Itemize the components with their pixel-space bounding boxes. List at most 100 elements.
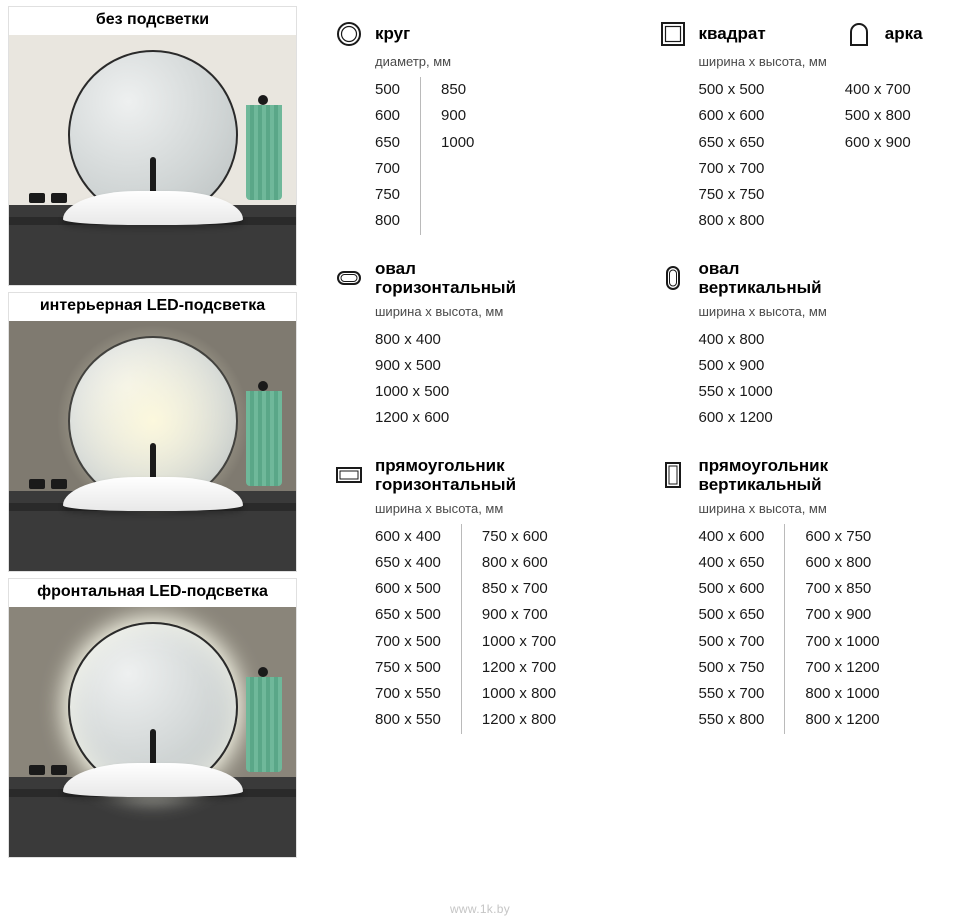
size-column: 8509001000: [420, 77, 494, 235]
specs-column: круг диаметр, мм 50060065070075080085090…: [305, 0, 960, 920]
size-column: 750 х 600800 х 600850 х 700900 х 7001000…: [461, 524, 576, 734]
size-value: 900 х 700: [482, 602, 556, 628]
section-title: круг: [375, 24, 410, 44]
section-rect-h: прямоугольник горизонтальный ширина х вы…: [335, 456, 619, 734]
section-title: прямоугольник горизонтальный: [375, 456, 516, 495]
size-value: 800 х 800: [699, 208, 765, 234]
size-value: 750: [375, 182, 400, 208]
size-value: 850: [441, 77, 474, 103]
size-value: 550 х 800: [699, 707, 765, 733]
size-value: 650: [375, 130, 400, 156]
size-value: 1200 х 800: [482, 707, 556, 733]
section-sub: ширина х высота, мм: [699, 54, 827, 69]
size-value: 500 х 800: [845, 103, 911, 129]
size-value: 700: [375, 156, 400, 182]
size-value: 600 х 900: [845, 130, 911, 156]
size-list: 400 х 700500 х 800600 х 900: [845, 77, 931, 156]
size-value: 500 х 500: [699, 77, 765, 103]
size-value: 700 х 500: [375, 629, 441, 655]
section-square: квадрат ширина х высота, мм 500 х 500600…: [659, 20, 827, 235]
gallery-title: интерьерная LED-подсветка: [9, 293, 296, 321]
circle-icon: [335, 20, 363, 48]
section-title: прямоугольник вертикальный: [699, 456, 829, 495]
rect-v-icon: [659, 461, 687, 489]
section-sub: ширина х высота, мм: [375, 501, 619, 516]
section-arch: арка 400 х 700500 х 800600 х 900: [845, 20, 931, 235]
size-value: 500 х 600: [699, 576, 765, 602]
size-value: 400 х 700: [845, 77, 911, 103]
size-value: 650 х 650: [699, 130, 765, 156]
size-column: 500 х 500600 х 600650 х 650700 х 700750 …: [699, 77, 785, 235]
gallery-title: фронтальная LED-подсветка: [9, 579, 296, 607]
size-value: 1200 х 700: [482, 655, 556, 681]
square-icon: [659, 20, 687, 48]
gallery-card: интерьерная LED-подсветка: [8, 292, 297, 572]
section-sub: [885, 54, 931, 69]
section-oval-v: овал вертикальный ширина х высота, мм 40…: [659, 259, 943, 432]
size-column: 400 х 600400 х 650500 х 600500 х 650500 …: [699, 524, 785, 734]
size-column: 400 х 700500 х 800600 х 900: [845, 77, 931, 156]
section-sub: ширина х высота, мм: [375, 304, 619, 319]
size-value: 400 х 800: [699, 327, 773, 353]
size-column: 400 х 800500 х 900550 х 1000600 х 1200: [699, 327, 793, 432]
section-rect-v: прямоугольник вертикальный ширина х высо…: [659, 456, 943, 734]
section-sub: диаметр, мм: [375, 54, 619, 69]
size-list: 600 х 400650 х 400600 х 500650 х 500700 …: [375, 524, 619, 734]
size-value: 1200 х 600: [375, 405, 449, 431]
size-value: 500 х 750: [699, 655, 765, 681]
size-value: 550 х 700: [699, 681, 765, 707]
size-value: 550 х 1000: [699, 379, 773, 405]
size-value: 1000: [441, 130, 474, 156]
section-title: квадрат: [699, 24, 766, 44]
size-value: 600 х 750: [805, 524, 879, 550]
gallery-card: фронтальная LED-подсветка: [8, 578, 297, 858]
size-value: 500 х 900: [699, 353, 773, 379]
size-column: 600 х 750600 х 800700 х 850700 х 900700 …: [784, 524, 899, 734]
size-value: 650 х 400: [375, 550, 441, 576]
section-title: арка: [885, 24, 923, 44]
size-value: 850 х 700: [482, 576, 556, 602]
gallery-image: [9, 607, 296, 857]
size-value: 700 х 550: [375, 681, 441, 707]
size-value: 600 х 500: [375, 576, 441, 602]
section-oval-h: овал горизонтальный ширина х высота, мм …: [335, 259, 619, 432]
size-value: 400 х 600: [699, 524, 765, 550]
arch-icon: [845, 20, 873, 48]
size-list: 5006006507007508008509001000: [375, 77, 619, 235]
size-value: 700 х 900: [805, 602, 879, 628]
oval-v-icon: [659, 264, 687, 292]
size-value: 800 х 400: [375, 327, 449, 353]
size-value: 700 х 700: [699, 156, 765, 182]
size-list: 400 х 600400 х 650500 х 600500 х 650500 …: [699, 524, 943, 734]
section-sub: ширина х высота, мм: [699, 304, 943, 319]
size-value: 750 х 600: [482, 524, 556, 550]
size-value: 750 х 750: [699, 182, 765, 208]
size-value: 650 х 500: [375, 602, 441, 628]
size-value: 800: [375, 208, 400, 234]
gallery-title: без подсветки: [9, 7, 296, 35]
watermark: www.1k.by: [450, 902, 510, 916]
size-value: 800 х 600: [482, 550, 556, 576]
size-value: 900 х 500: [375, 353, 449, 379]
size-list: 400 х 800500 х 900550 х 1000600 х 1200: [699, 327, 943, 432]
size-value: 800 х 550: [375, 707, 441, 733]
size-list: 800 х 400900 х 5001000 х 5001200 х 600: [375, 327, 619, 432]
size-value: 1000 х 800: [482, 681, 556, 707]
size-value: 700 х 1200: [805, 655, 879, 681]
rect-h-icon: [335, 461, 363, 489]
section-title: овал вертикальный: [699, 259, 822, 298]
size-value: 600: [375, 103, 400, 129]
size-value: 600 х 400: [375, 524, 441, 550]
size-column: 800 х 400900 х 5001000 х 5001200 х 600: [375, 327, 469, 432]
gallery-card: без подсветки: [8, 6, 297, 286]
gallery-image: [9, 321, 296, 571]
section-sub: ширина х высота, мм: [699, 501, 943, 516]
size-value: 1000 х 500: [375, 379, 449, 405]
size-value: 1000 х 700: [482, 629, 556, 655]
size-value: 800 х 1200: [805, 707, 879, 733]
size-value: 500 х 700: [699, 629, 765, 655]
size-value: 800 х 1000: [805, 681, 879, 707]
size-value: 900: [441, 103, 474, 129]
size-value: 400 х 650: [699, 550, 765, 576]
size-column: 500600650700750800: [375, 77, 420, 235]
